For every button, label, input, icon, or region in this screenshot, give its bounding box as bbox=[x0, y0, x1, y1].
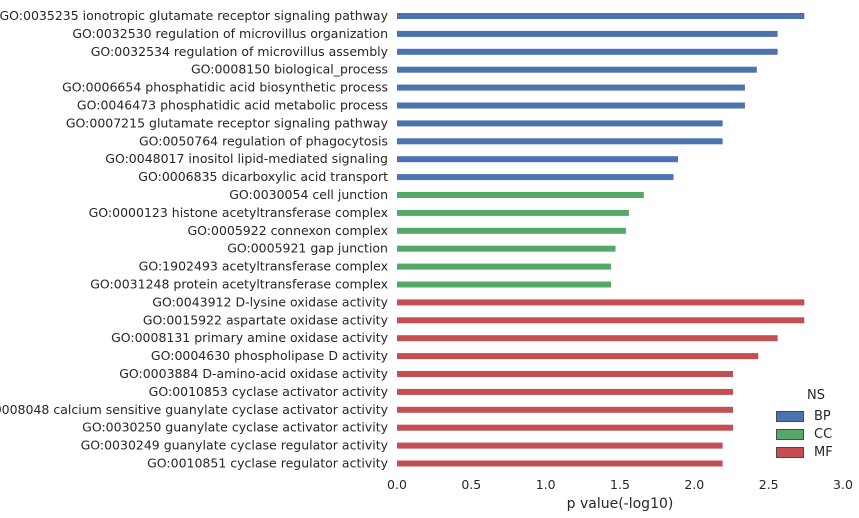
category-label: GO:0043912 D-lysine oxidase activity bbox=[152, 294, 388, 309]
legend-item-cc: CC bbox=[776, 425, 856, 443]
bar-mf bbox=[397, 388, 733, 395]
bar-mf bbox=[397, 442, 723, 449]
category-label: GO:0046473 phosphatidic acid metabolic p… bbox=[77, 98, 388, 113]
category-label: GO:0003884 D-amino-acid oxidase activity bbox=[119, 366, 388, 381]
category-label: GO:0050764 regulation of phagocytosis bbox=[139, 133, 388, 148]
legend: NS BP CC MF bbox=[776, 388, 856, 461]
legend-swatch-bp bbox=[776, 410, 804, 422]
x-tick-label: 1.0 bbox=[536, 477, 556, 492]
category-label: GO:0008131 primary amine oxidase activit… bbox=[111, 330, 389, 345]
legend-label-cc: CC bbox=[814, 426, 833, 442]
bar-mf bbox=[397, 424, 733, 431]
category-label: GO:0008150 biological_process bbox=[191, 62, 388, 77]
category-label: GO:0004630 phospholipase D activity bbox=[151, 348, 389, 363]
category-label: GO:0000123 histone acetyltransferase com… bbox=[89, 205, 388, 220]
category-label: GO:0031248 protein acetyltransferase com… bbox=[90, 277, 388, 292]
bar-mf bbox=[397, 317, 805, 324]
bar-bp bbox=[397, 48, 778, 55]
bar-bp bbox=[397, 174, 674, 181]
category-label: GO:0032534 regulation of microvillus ass… bbox=[91, 44, 389, 59]
x-tick-labels: 0.0 0.5 1.0 1.5 2.0 2.5 3.0 bbox=[387, 477, 853, 492]
x-tick-label: 2.0 bbox=[684, 477, 704, 492]
category-label: GO:1902493 acetyltransferase complex bbox=[139, 259, 388, 274]
bar-bp bbox=[397, 66, 757, 73]
category-label: GO:0010851 cyclase regulator activity bbox=[147, 456, 388, 471]
category-label: GO:0015922 aspartate oxidase activity bbox=[143, 312, 389, 327]
bar-mf bbox=[397, 406, 733, 413]
x-tick-label: 0.0 bbox=[387, 477, 407, 492]
category-label: GO:0006654 phosphatidic acid biosyntheti… bbox=[62, 80, 388, 95]
bar-bp bbox=[397, 102, 745, 109]
legend-title: NS bbox=[807, 388, 825, 403]
bar-cc bbox=[397, 245, 616, 252]
legend-swatch-cc bbox=[776, 428, 804, 440]
category-label: GO:0005922 connexon complex bbox=[187, 223, 388, 238]
x-tick-label: 1.5 bbox=[610, 477, 630, 492]
bar-bp bbox=[397, 120, 723, 127]
category-label: GO:0035235 ionotropic glutamate receptor… bbox=[0, 8, 389, 23]
category-label: GO:0005921 gap junction bbox=[227, 241, 388, 256]
bar-bp bbox=[397, 30, 778, 37]
legend-label-bp: BP bbox=[814, 408, 831, 424]
bar-cc bbox=[397, 227, 626, 234]
bar-cc bbox=[397, 209, 629, 216]
category-labels: GO:0035235 ionotropic glutamate receptor… bbox=[0, 8, 389, 471]
legend-label-mf: MF bbox=[814, 444, 833, 460]
bar-mf bbox=[397, 335, 778, 342]
legend-item-bp: BP bbox=[776, 407, 856, 425]
bar-cc bbox=[397, 192, 644, 198]
category-label: GO:0048017 inositol lipid-mediated signa… bbox=[105, 151, 388, 166]
category-label: GO:0010853 cyclase activator activity bbox=[149, 384, 389, 399]
bar-cc bbox=[397, 263, 612, 270]
bar-mf bbox=[397, 353, 759, 360]
bars-group bbox=[397, 13, 805, 467]
bar-mf bbox=[397, 371, 733, 377]
x-tick-label: 3.0 bbox=[833, 477, 853, 492]
category-label: GO:0030249 guanylate cyclase regulator a… bbox=[81, 438, 389, 453]
bar-bp bbox=[397, 156, 678, 163]
category-label: GO:0032530 regulation of microvillus org… bbox=[72, 26, 388, 41]
category-label: GO:0006835 dicarboxylic acid transport bbox=[138, 169, 388, 184]
bar-mf bbox=[397, 460, 723, 467]
x-tick-label: 2.5 bbox=[759, 477, 779, 492]
bar-bp bbox=[397, 13, 805, 19]
bar-cc bbox=[397, 281, 612, 288]
category-label: GO:0008048 calcium sensitive guanylate c… bbox=[0, 402, 389, 417]
bar-mf bbox=[397, 299, 805, 306]
category-label: GO:0030054 cell junction bbox=[229, 187, 388, 202]
category-label: GO:0030250 guanylate cyclase activator a… bbox=[82, 420, 388, 435]
legend-swatch-mf bbox=[776, 446, 804, 458]
bar-bp bbox=[397, 138, 723, 145]
x-tick-label: 0.5 bbox=[461, 477, 481, 492]
category-label: GO:0007215 glutamate receptor signaling … bbox=[66, 115, 389, 130]
x-axis-label: p value(-log10) bbox=[567, 496, 674, 512]
bar-bp bbox=[397, 84, 745, 91]
legend-item-mf: MF bbox=[776, 443, 856, 461]
